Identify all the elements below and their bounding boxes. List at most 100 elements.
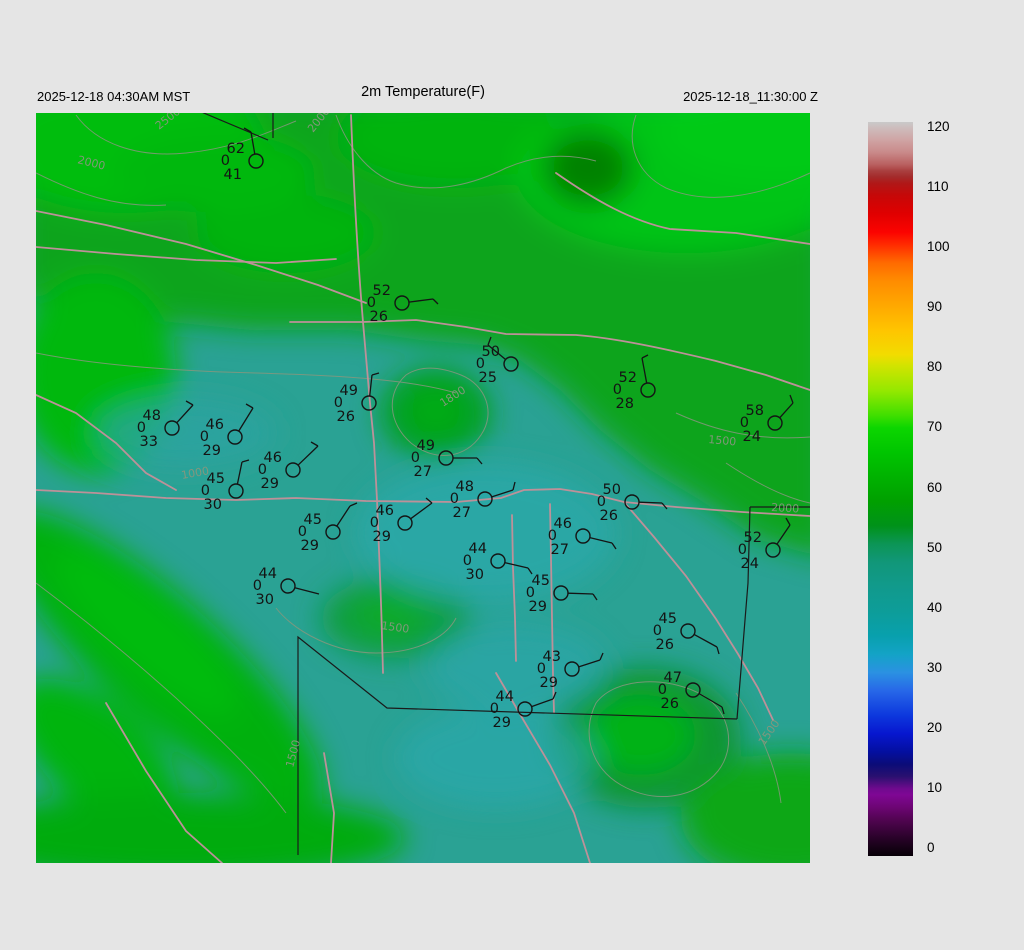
station-circle	[490, 553, 506, 569]
station-sky-cover: 0	[334, 395, 343, 411]
page-title: 2m Temperature(F)	[361, 84, 485, 100]
wind-barb	[589, 536, 613, 544]
station-dewpoint: 29	[493, 715, 511, 731]
station-temp: 46	[264, 450, 282, 466]
wind-barb	[250, 131, 256, 155]
station-sky-cover: 0	[450, 491, 459, 507]
station-circle	[397, 515, 413, 531]
station-sky-cover: 0	[298, 524, 307, 540]
station-sky-cover: 0	[548, 528, 557, 544]
wind-barb	[487, 344, 507, 361]
station-sky-cover: 0	[200, 429, 209, 445]
colorbar-tick-label: 100	[927, 239, 950, 255]
station-circle	[280, 578, 296, 594]
station-dewpoint: 26	[337, 409, 355, 425]
colorbar-tick-label: 20	[927, 719, 943, 735]
station-sky-cover: 0	[740, 415, 749, 431]
wind-barb-tick	[476, 457, 483, 465]
station-temp: 44	[496, 689, 514, 705]
station-circle	[624, 494, 640, 510]
wind-barb-tick	[310, 441, 319, 447]
weather-map: 2500 2000 2000 1000 1800 1500 2000 1500 1500 1500…	[36, 113, 810, 863]
colorbar-tick-label: 30	[927, 659, 943, 675]
wind-barb-tick	[241, 459, 250, 463]
wind-barb-tick	[371, 372, 380, 376]
station-temp: 46	[376, 503, 394, 519]
timestamp-local: 2025-12-18 04:30AM MST	[37, 89, 191, 104]
wind-barb-tick	[432, 298, 439, 305]
wind-barb-tick	[785, 517, 791, 526]
station-circle	[325, 524, 341, 540]
station-dewpoint: 25	[479, 370, 497, 386]
station-temp: 50	[482, 344, 500, 360]
station-temp: 50	[603, 482, 621, 498]
station-circle	[394, 295, 410, 311]
wind-barb-tick	[487, 336, 492, 346]
county-boundaries	[202, 113, 810, 855]
station-circle	[438, 450, 454, 466]
wind-barb	[567, 592, 594, 595]
station-temp: 46	[206, 417, 224, 433]
colorbar-tick-label: 70	[927, 419, 943, 435]
wind-barb	[410, 502, 433, 520]
wind-barb-tick	[599, 652, 604, 661]
station-dewpoint: 26	[656, 637, 674, 653]
station-dewpoint: 27	[551, 542, 569, 558]
station-dewpoint: 29	[540, 675, 558, 691]
station-circle	[164, 420, 180, 436]
colorbar-tick-label: 60	[927, 479, 943, 495]
station-temp: 58	[746, 403, 764, 419]
temperature-field	[36, 113, 810, 863]
contour-label: 2000	[771, 501, 800, 515]
station-circle	[227, 429, 243, 445]
wind-barb-tick	[243, 127, 252, 133]
wind-barb	[369, 374, 373, 397]
station-temp: 62	[227, 141, 245, 157]
station-dewpoint: 29	[261, 476, 279, 492]
wind-barb	[779, 402, 794, 419]
wind-barb	[698, 692, 723, 708]
colorbar-tick-label: 50	[927, 539, 943, 555]
colorbar	[868, 122, 913, 856]
station-temp: 45	[207, 471, 225, 487]
station-circle	[767, 415, 783, 431]
station-dewpoint: 29	[203, 443, 221, 459]
wind-barb-tick	[721, 706, 725, 715]
roads	[36, 114, 810, 863]
station-temp: 45	[659, 611, 677, 627]
wind-barb-tick	[552, 691, 557, 700]
station-temp: 47	[664, 670, 682, 686]
station-circle	[553, 585, 569, 601]
station-dewpoint: 26	[600, 508, 618, 524]
station-sky-cover: 0	[201, 483, 210, 499]
station-dewpoint: 30	[466, 567, 484, 583]
station-temp: 45	[532, 573, 550, 589]
station-dewpoint: 29	[529, 599, 547, 615]
colorbar-tick-label: 0	[927, 840, 935, 855]
wind-barb-tick	[661, 502, 668, 510]
wind-barb-tick	[512, 481, 516, 491]
wind-barb	[336, 505, 351, 527]
station-circle	[477, 491, 493, 507]
station-circle	[361, 395, 377, 411]
contour-label: 1500	[708, 433, 737, 448]
station-dewpoint: 26	[370, 309, 388, 325]
wind-barb	[294, 587, 320, 595]
colorbar-tick-label: 40	[927, 599, 943, 615]
station-sky-cover: 0	[658, 682, 667, 698]
station-sky-cover: 0	[137, 420, 146, 436]
station-sky-cover: 0	[253, 578, 262, 594]
